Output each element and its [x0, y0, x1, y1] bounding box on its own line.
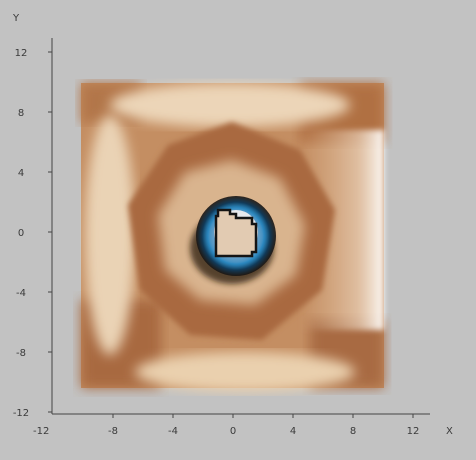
y-tick-label: -4 — [16, 288, 26, 299]
axes: 12 8 4 0 -4 -8 -12 -8 -4 0 4 8 12 -12 Y X — [12, 13, 453, 437]
x-tick-label: -8 — [108, 426, 118, 437]
x-tick-label: -4 — [168, 426, 178, 437]
x-axis-title: X — [446, 426, 453, 437]
y-tick-label: 12 — [15, 48, 28, 59]
y-tick-label: -8 — [16, 348, 26, 359]
x-tick-label: 12 — [407, 426, 420, 437]
surface-ridge-bottom — [135, 352, 355, 392]
y-tick-label: -12 — [13, 408, 29, 419]
y-tick-label: 0 — [18, 228, 24, 239]
y-axis-title: Y — [12, 13, 20, 24]
x-tick-label: 8 — [350, 426, 356, 437]
y-tick-label: 4 — [18, 168, 24, 179]
y-tick-label: 8 — [18, 108, 24, 119]
x-ticks: -8 -4 0 4 8 12 — [108, 414, 419, 437]
y-ticks: 12 8 4 0 -4 -8 -12 — [13, 48, 52, 419]
x-tick-label: 4 — [290, 426, 296, 437]
origin-overlap-label: -12 — [33, 426, 49, 437]
x-tick-label: 0 — [230, 426, 236, 437]
surface-ridge-left — [85, 115, 135, 355]
surface-ridge-top — [110, 83, 350, 127]
surface-image — [81, 83, 384, 392]
surface-cutout — [214, 208, 258, 258]
